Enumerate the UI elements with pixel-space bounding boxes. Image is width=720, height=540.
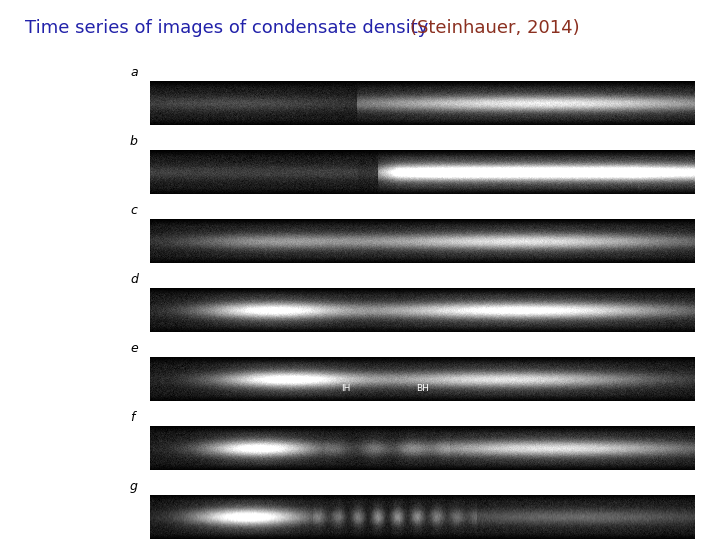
Text: b: b bbox=[130, 135, 138, 148]
Text: a: a bbox=[130, 66, 138, 79]
Text: f: f bbox=[130, 411, 135, 424]
Text: d: d bbox=[130, 273, 138, 286]
Text: c: c bbox=[130, 204, 137, 217]
Text: e: e bbox=[130, 342, 138, 355]
Text: g: g bbox=[130, 480, 138, 493]
Text: BH: BH bbox=[416, 384, 429, 393]
Text: Time series of images of condensate density: Time series of images of condensate dens… bbox=[25, 19, 434, 37]
Text: (Steinhauer, 2014): (Steinhauer, 2014) bbox=[410, 19, 580, 37]
Text: IH: IH bbox=[341, 384, 351, 393]
